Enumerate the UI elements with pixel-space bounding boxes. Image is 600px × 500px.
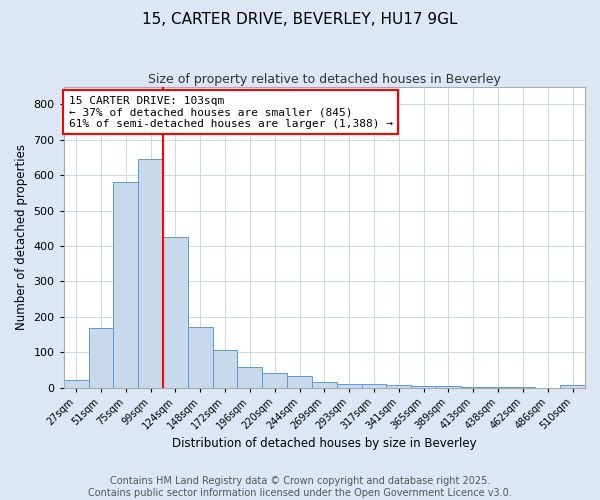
Bar	[138, 159, 163, 388]
Bar	[312, 382, 337, 388]
Text: Contains HM Land Registry data © Crown copyright and database right 2025.
Contai: Contains HM Land Registry data © Crown c…	[88, 476, 512, 498]
Bar	[461, 387, 486, 388]
Bar	[386, 385, 411, 388]
Bar	[188, 328, 212, 388]
Bar	[337, 384, 362, 388]
Title: Size of property relative to detached houses in Beverley: Size of property relative to detached ho…	[148, 72, 501, 86]
Bar	[212, 350, 238, 388]
Bar	[287, 376, 312, 388]
Bar	[89, 328, 113, 388]
Bar	[64, 380, 89, 388]
Bar	[163, 237, 188, 388]
Y-axis label: Number of detached properties: Number of detached properties	[15, 144, 28, 330]
Bar	[411, 386, 436, 388]
X-axis label: Distribution of detached houses by size in Beverley: Distribution of detached houses by size …	[172, 437, 476, 450]
Bar	[362, 384, 386, 388]
Bar	[113, 182, 138, 388]
Text: 15 CARTER DRIVE: 103sqm
← 37% of detached houses are smaller (845)
61% of semi-d: 15 CARTER DRIVE: 103sqm ← 37% of detache…	[69, 96, 393, 129]
Bar	[560, 386, 585, 388]
Text: 15, CARTER DRIVE, BEVERLEY, HU17 9GL: 15, CARTER DRIVE, BEVERLEY, HU17 9GL	[142, 12, 458, 28]
Bar	[436, 386, 461, 388]
Bar	[262, 372, 287, 388]
Bar	[238, 368, 262, 388]
